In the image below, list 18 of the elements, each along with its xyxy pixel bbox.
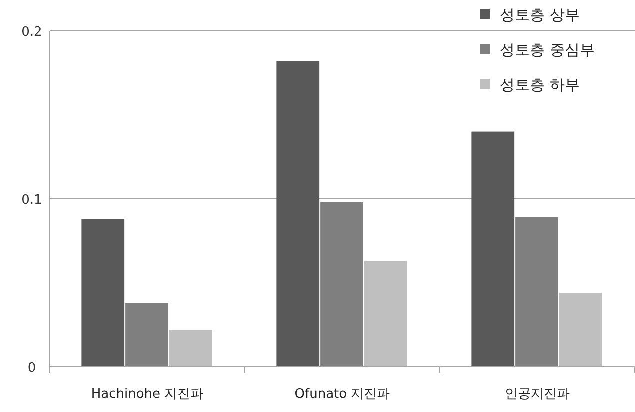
legend-label: 성토층 상부 [500,6,580,24]
y-tick-label: 0.2 [22,25,42,40]
legend-label: 성토층 하부 [500,76,580,94]
bar [126,303,168,367]
bar [169,330,212,367]
x-tick-label: 인공지진파 [505,387,570,402]
x-tick-label: Hachinohe 지진파 [91,387,204,402]
bar [516,217,558,367]
bar [82,219,125,367]
bar [320,202,364,367]
bar [472,132,515,367]
bar [276,61,320,367]
legend-label: 성토층 중심부 [500,41,595,59]
x-tick-label: Ofunato 지진파 [294,387,390,402]
bar [559,293,602,367]
y-tick-label: 0.1 [22,193,42,208]
y-tick-label: 0 [28,361,36,376]
bar [364,261,408,367]
